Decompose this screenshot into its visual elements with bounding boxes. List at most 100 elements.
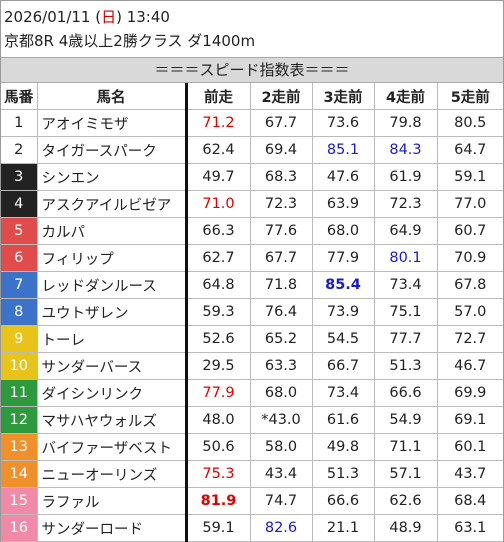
speed-index-3: 85.1 <box>311 136 374 164</box>
table-row: 1 アオイミモザ 71.2 67.7 73.6 79.8 80.5 <box>1 109 503 137</box>
speed-index-1: 81.9 <box>184 487 250 515</box>
speed-index-4: 54.9 <box>373 406 437 434</box>
speed-index-4: 72.3 <box>373 190 437 218</box>
speed-index-2: 63.3 <box>249 352 312 380</box>
horse-number: 16 <box>1 514 37 542</box>
speed-index-2: 72.3 <box>249 190 312 218</box>
speed-index-3: 63.9 <box>311 190 374 218</box>
horse-name: サンダーバース <box>36 352 186 380</box>
table-row: 2 タイガースパーク 62.4 69.4 85.1 84.3 64.7 <box>1 136 503 164</box>
horse-name: シンエン <box>36 163 186 191</box>
horse-number: 9 <box>1 325 37 353</box>
table-banner: ＝＝＝スピード指数表＝＝＝ <box>1 57 503 83</box>
speed-index-5: 57.0 <box>436 298 503 326</box>
speed-index-2: 58.0 <box>249 433 312 461</box>
speed-index-1: 66.3 <box>184 217 250 245</box>
speed-index-4: 64.9 <box>373 217 437 245</box>
horse-name: タイガースパーク <box>36 136 186 164</box>
horse-name: トーレ <box>36 325 186 353</box>
horse-name: アスクアイルビゼア <box>36 190 186 218</box>
speed-index-3: 85.4 <box>311 271 374 299</box>
speed-index-2: 71.8 <box>249 271 312 299</box>
speed-index-3: 73.4 <box>311 379 374 407</box>
speed-index-5: 46.7 <box>436 352 503 380</box>
speed-index-4: 84.3 <box>373 136 437 164</box>
table-row: 7 レッドダンルース 64.8 71.8 85.4 73.4 67.8 <box>1 271 503 299</box>
race-datetime: 2026/01/11 (日) 13:40 <box>4 7 170 27</box>
weekday: 日 <box>101 8 117 26</box>
speed-index-3: 61.6 <box>311 406 374 434</box>
horse-number: 4 <box>1 190 37 218</box>
table-row: 13 バイファーザベスト 50.6 58.0 49.8 71.1 60.1 <box>1 433 503 461</box>
speed-index-2: 68.3 <box>249 163 312 191</box>
speed-index-5: 69.9 <box>436 379 503 407</box>
speed-index-1: 71.0 <box>184 190 250 218</box>
speed-index-4: 75.1 <box>373 298 437 326</box>
horse-name: バイファーザベスト <box>36 433 186 461</box>
speed-index-4: 57.1 <box>373 460 437 488</box>
speed-index-5: 80.5 <box>436 109 503 137</box>
col-header-5ago: 5走前 <box>436 83 503 110</box>
table-row: 4 アスクアイルビゼア 71.0 72.3 63.9 72.3 77.0 <box>1 190 503 218</box>
horse-number: 8 <box>1 298 37 326</box>
horse-name: カルパ <box>36 217 186 245</box>
speed-index-1: 75.3 <box>184 460 250 488</box>
speed-index-2: 43.4 <box>249 460 312 488</box>
speed-index-3: 73.6 <box>311 109 374 137</box>
date-suffix: ) 13:40 <box>116 8 170 26</box>
speed-index-3: 77.9 <box>311 244 374 272</box>
speed-index-1: 29.5 <box>184 352 250 380</box>
col-header-2ago: 2走前 <box>249 83 312 110</box>
speed-index-4: 80.1 <box>373 244 437 272</box>
speed-index-3: 51.3 <box>311 460 374 488</box>
speed-index-2: *43.0 <box>249 406 312 434</box>
speed-index-5: 72.7 <box>436 325 503 353</box>
speed-index-4: 77.7 <box>373 325 437 353</box>
horse-number: 11 <box>1 379 37 407</box>
speed-index-2: 77.6 <box>249 217 312 245</box>
speed-index-4: 66.6 <box>373 379 437 407</box>
speed-index-1: 62.4 <box>184 136 250 164</box>
speed-index-1: 59.3 <box>184 298 250 326</box>
horse-name: マサハヤウォルズ <box>36 406 186 434</box>
horse-number: 15 <box>1 487 37 515</box>
speed-index-5: 59.1 <box>436 163 503 191</box>
speed-index-3: 66.7 <box>311 352 374 380</box>
table-row: 12 マサハヤウォルズ 48.0 *43.0 61.6 54.9 69.1 <box>1 406 503 434</box>
speed-index-2: 67.7 <box>249 109 312 137</box>
speed-index-1: 62.7 <box>184 244 250 272</box>
table-row: 11 ダイシンリンク 77.9 68.0 73.4 66.6 69.9 <box>1 379 503 407</box>
speed-index-1: 48.0 <box>184 406 250 434</box>
speed-index-3: 68.0 <box>311 217 374 245</box>
table-row: 16 サンダーロード 59.1 82.6 21.1 48.9 63.1 <box>1 514 503 542</box>
col-header-no: 馬番 <box>1 83 37 110</box>
col-header-name: 馬名 <box>36 83 186 110</box>
speed-index-4: 62.6 <box>373 487 437 515</box>
horse-name: ユウトザレン <box>36 298 186 326</box>
speed-index-2: 82.6 <box>249 514 312 542</box>
horse-name: ラファル <box>36 487 186 515</box>
col-header-3ago: 3走前 <box>311 83 374 110</box>
speed-index-2: 74.7 <box>249 487 312 515</box>
speed-index-5: 67.8 <box>436 271 503 299</box>
col-header-4ago: 4走前 <box>373 83 437 110</box>
table-row: 6 フィリップ 62.7 67.7 77.9 80.1 70.9 <box>1 244 503 272</box>
speed-index-1: 50.6 <box>184 433 250 461</box>
speed-index-3: 73.9 <box>311 298 374 326</box>
speed-index-3: 66.6 <box>311 487 374 515</box>
speed-index-4: 71.1 <box>373 433 437 461</box>
speed-index-4: 51.3 <box>373 352 437 380</box>
table-row: 9 トーレ 52.6 65.2 54.5 77.7 72.7 <box>1 325 503 353</box>
horse-name: フィリップ <box>36 244 186 272</box>
horse-name: レッドダンルース <box>36 271 186 299</box>
speed-index-1: 59.1 <box>184 514 250 542</box>
speed-index-5: 68.4 <box>436 487 503 515</box>
horse-name: アオイミモザ <box>36 109 186 137</box>
horse-number: 14 <box>1 460 37 488</box>
horse-number: 7 <box>1 271 37 299</box>
speed-index-3: 54.5 <box>311 325 374 353</box>
col-header-last: 前走 <box>184 83 250 110</box>
table-row: 3 シンエン 49.7 68.3 47.6 61.9 59.1 <box>1 163 503 191</box>
table-row: 5 カルパ 66.3 77.6 68.0 64.9 60.7 <box>1 217 503 245</box>
speed-index-5: 64.7 <box>436 136 503 164</box>
